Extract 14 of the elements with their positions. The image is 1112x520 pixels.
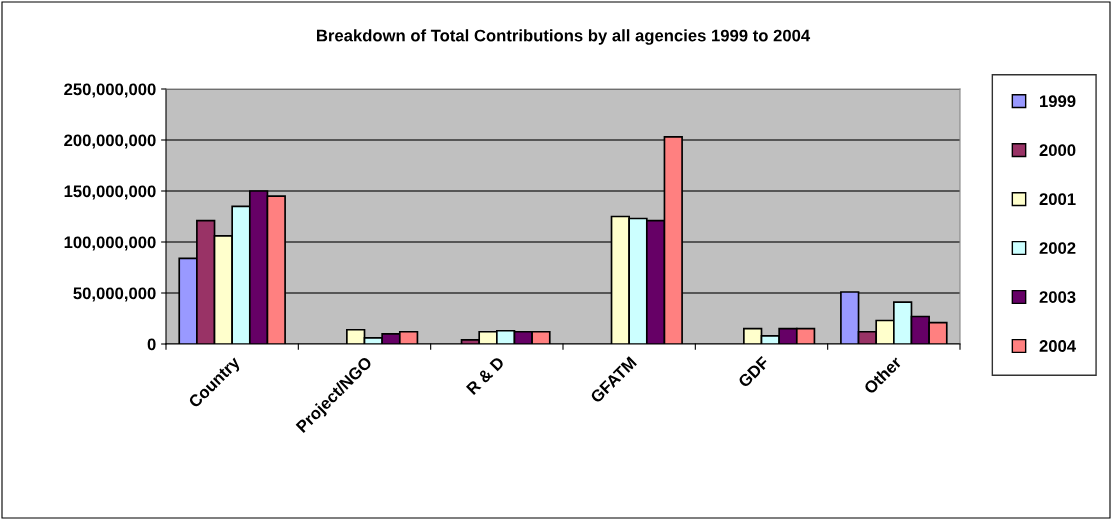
y-tick-label: 200,000,000 xyxy=(64,134,156,149)
legend-label: 2000 xyxy=(1039,144,1076,157)
y-tick-label: 150,000,000 xyxy=(64,185,156,200)
legend-label: 1999 xyxy=(1040,95,1076,108)
y-tick-label: 250,000,000 xyxy=(64,83,156,98)
legend-label: 2003 xyxy=(1039,291,1076,303)
y-tick-label: 0 xyxy=(147,338,156,351)
legend-label: 2001 xyxy=(1039,193,1076,206)
y-tick-label: 50,000,000 xyxy=(73,287,156,302)
chart-title: Breakdown of Total Contributions by all agencies 1999 to 2004 xyxy=(317,29,811,45)
legend-label: 2002 xyxy=(1039,242,1076,254)
x-tick-label: R & D xyxy=(465,355,505,396)
y-tick-label: 100,000,000 xyxy=(64,236,156,251)
legend-label: 2004 xyxy=(1039,340,1076,352)
